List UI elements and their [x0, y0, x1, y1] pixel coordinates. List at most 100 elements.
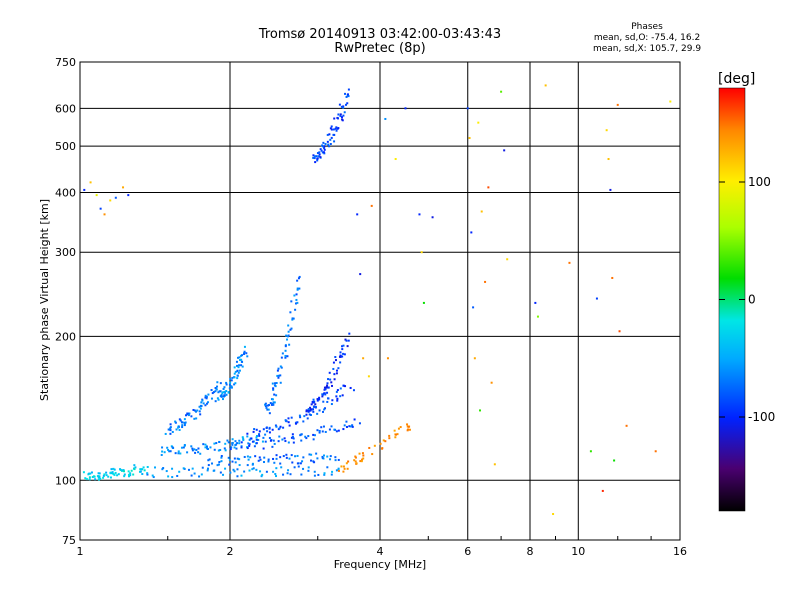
o-trace-point — [264, 433, 267, 436]
o-trace-point — [323, 473, 326, 476]
o-trace-point — [96, 475, 99, 478]
o-trace-point — [129, 472, 132, 475]
o-trace-point — [330, 128, 333, 131]
o-trace-point — [330, 136, 333, 139]
o-trace-point — [313, 400, 316, 403]
o-trace-point — [284, 349, 287, 352]
o-trace-point — [139, 470, 142, 473]
o-trace-point — [236, 457, 239, 460]
o-trace-point — [236, 369, 239, 372]
o-trace-point — [287, 421, 290, 424]
o-trace-point — [182, 446, 185, 449]
colorbar-tick-label: -100 — [748, 410, 775, 424]
o-trace-point — [348, 425, 351, 428]
o-trace-point — [241, 436, 244, 439]
o-trace-point — [333, 140, 336, 143]
o-trace-point — [207, 401, 210, 404]
o-trace-point — [236, 377, 239, 380]
o-trace-point — [338, 103, 341, 106]
o-trace-point — [335, 390, 338, 393]
o-trace-point — [342, 384, 345, 387]
o-trace-point — [123, 475, 126, 478]
o-trace-point — [342, 106, 345, 109]
o-trace-point — [248, 438, 251, 441]
o-trace-point — [227, 456, 230, 459]
o-trace-point — [223, 386, 226, 389]
o-trace-point — [211, 462, 214, 465]
o-trace-point — [214, 400, 217, 403]
o-trace-point — [339, 354, 342, 357]
scatter-point — [466, 107, 469, 110]
o-trace-point — [290, 454, 293, 457]
o-trace-point — [284, 345, 287, 348]
o-trace-point — [216, 381, 219, 384]
o-trace-point — [162, 467, 165, 470]
o-trace-point — [265, 406, 268, 409]
o-trace-point — [310, 453, 313, 456]
o-trace-point — [281, 438, 284, 441]
o-trace-point — [255, 442, 258, 445]
o-trace-point — [335, 430, 338, 433]
o-trace-point — [233, 470, 236, 473]
o-trace-point — [313, 155, 316, 158]
x-trace-point — [406, 423, 409, 426]
o-trace-point — [264, 440, 267, 443]
scatter-point — [589, 450, 592, 453]
o-trace-point — [323, 388, 326, 391]
o-trace-point — [225, 393, 228, 396]
o-trace-point — [312, 156, 315, 159]
o-trace-point — [132, 473, 135, 476]
o-trace-point — [287, 469, 290, 472]
o-trace-point — [233, 446, 236, 449]
o-trace-point — [293, 466, 296, 469]
o-trace-point — [123, 473, 126, 476]
o-trace-point — [272, 387, 275, 390]
o-trace-point — [295, 293, 298, 296]
o-trace-point — [174, 452, 177, 455]
o-trace-point — [224, 467, 227, 470]
x-trace-point — [343, 467, 346, 470]
x-trace-point — [337, 469, 340, 472]
o-trace-point — [313, 461, 316, 464]
o-trace-point — [326, 391, 329, 394]
o-trace-point — [255, 436, 258, 439]
o-trace-point — [279, 381, 282, 384]
o-trace-point — [233, 376, 236, 379]
scatter-point — [500, 90, 503, 93]
o-trace-point — [275, 382, 278, 385]
o-trace-point — [220, 395, 223, 398]
o-trace-point — [211, 392, 214, 395]
o-trace-point — [152, 476, 155, 479]
scatter-point — [99, 207, 102, 210]
o-trace-point — [314, 405, 317, 408]
o-trace-point — [182, 467, 185, 470]
o-trace-point — [240, 360, 243, 363]
o-trace-point — [286, 355, 289, 358]
o-trace-point — [255, 438, 258, 441]
o-trace-point — [168, 428, 171, 431]
o-trace-point — [269, 439, 272, 442]
o-trace-point — [113, 473, 116, 476]
o-trace-point — [113, 468, 116, 471]
o-trace-point — [341, 355, 344, 358]
o-trace-point — [267, 404, 270, 407]
o-trace-point — [94, 478, 97, 481]
x-trace-point — [408, 428, 411, 431]
o-trace-point — [248, 444, 251, 447]
o-trace-point — [331, 470, 334, 473]
scatter-point — [479, 409, 482, 412]
o-trace-point — [229, 377, 232, 380]
x-trace-point — [355, 462, 358, 465]
o-trace-point — [230, 446, 233, 449]
o-trace-point — [246, 355, 249, 358]
o-trace-point — [194, 410, 197, 413]
o-trace-point — [260, 475, 263, 478]
o-trace-point — [290, 300, 293, 303]
o-trace-point — [177, 452, 180, 455]
o-trace-point — [180, 446, 183, 449]
o-trace-point — [88, 472, 91, 475]
o-trace-point — [251, 468, 254, 471]
o-trace-point — [258, 433, 261, 436]
scatter-point — [394, 158, 397, 161]
o-trace-point — [151, 474, 154, 477]
